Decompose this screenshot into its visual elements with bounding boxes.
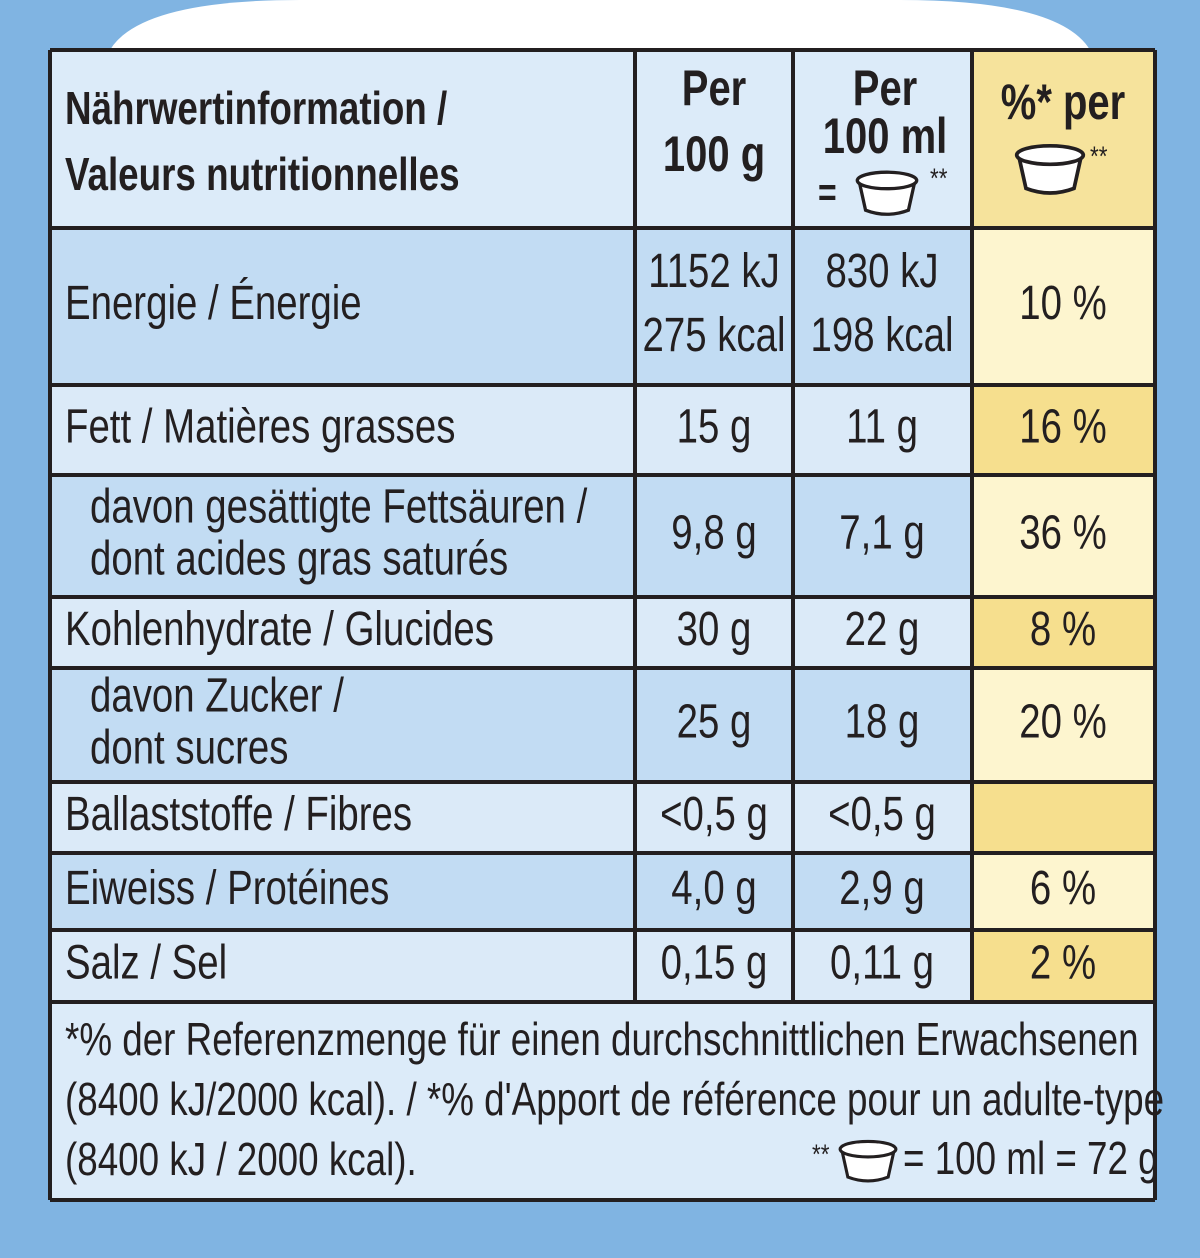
- row-label: dont sucres: [90, 722, 288, 775]
- row-value: <0,5 g: [828, 788, 936, 841]
- percent-bg: [972, 930, 1155, 1002]
- footnote-serving: **: [812, 1139, 830, 1170]
- percent-bg: [972, 228, 1155, 385]
- top-shape: [110, 0, 1090, 50]
- footnote-serving: = 100 ml = 72 g: [903, 1132, 1159, 1184]
- row-percent: 2 %: [1030, 937, 1096, 990]
- row-value: 2,9 g: [839, 862, 924, 915]
- percent-bg: [972, 853, 1155, 930]
- row-value: 18 g: [845, 696, 920, 749]
- cup-icon: [1014, 143, 1086, 195]
- header-label: Valeurs nutritionnelles: [65, 148, 460, 200]
- header-col: %* per: [1001, 74, 1125, 130]
- table: Nährwertinformation / Valeurs nutritionne…: [48, 48, 1164, 1202]
- row-bg: [50, 1002, 1155, 1200]
- row-percent: 20 %: [1019, 696, 1107, 749]
- row-label: Energie / Énergie: [65, 276, 362, 330]
- row-value: 25 g: [677, 696, 752, 749]
- row-value: 275 kcal: [643, 309, 786, 362]
- footnote-line: (8400 kJ/2000 kcal). / *% d'Apport de ré…: [65, 1073, 1164, 1125]
- header-col: **: [930, 163, 948, 194]
- header-col: =: [818, 169, 837, 214]
- row-label: Salz / Sel: [65, 937, 227, 990]
- percent-bg: [972, 782, 1155, 853]
- percent-bg: [972, 385, 1155, 475]
- percent-bg: [972, 597, 1155, 668]
- row-label: davon Zucker /: [90, 670, 345, 723]
- cup-icon: [838, 1139, 898, 1183]
- row-value: 30 g: [677, 603, 752, 656]
- row-label: Kohlenhydrate / Glucides: [65, 603, 494, 656]
- footnote-line: *% der Referenzmenge für einen durchschn…: [65, 1013, 1139, 1065]
- header-col: Per: [853, 60, 917, 116]
- row-value: 11 g: [846, 401, 918, 454]
- header-col: 100 ml: [823, 108, 948, 164]
- footnote-line: (8400 kJ / 2000 kcal).: [65, 1133, 417, 1185]
- row-label: Eiweiss / Protéines: [65, 862, 389, 915]
- row-value: 0,15 g: [661, 937, 768, 990]
- row-label: Ballaststoffe / Fibres: [65, 788, 412, 841]
- row-label: dont acides gras saturés: [90, 533, 508, 586]
- header-label: Nährwertinformation /: [65, 82, 448, 134]
- row-label: davon gesättigte Fettsäuren /: [90, 481, 588, 534]
- row-value: 4,0 g: [671, 862, 756, 915]
- row-percent: 16 %: [1019, 401, 1107, 454]
- header-col: Per: [682, 60, 746, 116]
- row-value: 9,8 g: [671, 507, 756, 560]
- row-value: 22 g: [845, 603, 920, 656]
- row-value: 198 kcal: [811, 309, 954, 362]
- row-percent: 10 %: [1019, 277, 1107, 330]
- row-value: 0,11 g: [830, 937, 934, 990]
- row-percent: 6 %: [1030, 862, 1096, 915]
- header-col: **: [1090, 141, 1108, 172]
- percent-bg: [972, 50, 1155, 228]
- row-value: 1152 kJ: [648, 245, 780, 298]
- header-col: 100 g: [663, 126, 765, 182]
- row-value: 7,1 g: [839, 507, 924, 560]
- row-value: 15 g: [677, 401, 752, 454]
- row-value: <0,5 g: [660, 788, 768, 841]
- cup-icon: [855, 170, 919, 216]
- row-value: 830 kJ: [825, 245, 938, 298]
- row-percent: 36 %: [1019, 507, 1107, 560]
- percent-bg: [972, 668, 1155, 782]
- percent-bg: [972, 475, 1155, 597]
- row-label: Fett / Matières grasses: [65, 401, 455, 454]
- row-percent: 8 %: [1030, 603, 1096, 656]
